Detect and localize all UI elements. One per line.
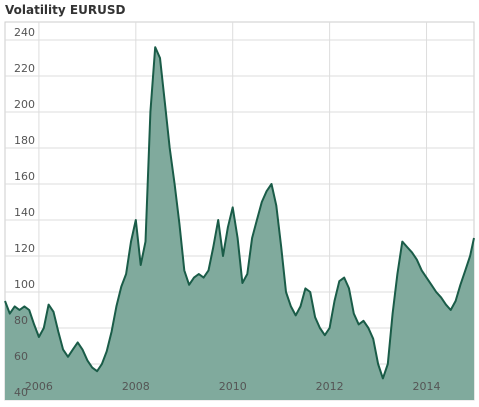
y-tick-label-200: 200 [14,98,35,111]
x-tick-label-2014: 2014 [413,380,441,393]
x-tick-label-2012: 2012 [316,380,344,393]
y-tick-label-80: 80 [14,314,28,327]
y-tick-label-180: 180 [14,134,35,147]
x-tick-label-2010: 2010 [219,380,247,393]
y-tick-label-60: 60 [14,350,28,363]
y-tick-label-40: 40 [14,386,28,399]
series-area [5,47,474,400]
x-tick-label-2008: 2008 [122,380,150,393]
y-tick-label-120: 120 [14,242,35,255]
y-tick-label-240: 240 [14,26,35,39]
y-tick-label-140: 140 [14,206,35,219]
y-tick-label-160: 160 [14,170,35,183]
series-line [4,46,475,380]
x-tick-label-2006: 2006 [25,380,53,393]
y-tick-label-220: 220 [14,62,35,75]
chart-title: Volatility EURUSD [5,3,126,17]
y-tick-label-100: 100 [14,278,35,291]
